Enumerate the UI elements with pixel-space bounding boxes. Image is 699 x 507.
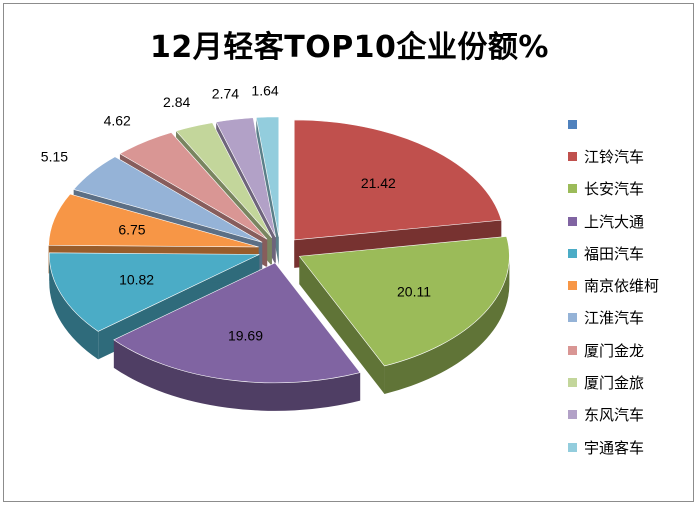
legend-item: 江淮汽车: [568, 302, 698, 334]
slice-side: [384, 256, 510, 394]
legend-swatch: [568, 313, 577, 323]
legend-swatch: [568, 151, 577, 161]
slice-wall: [299, 256, 385, 394]
data-label: 10.82: [119, 271, 154, 287]
legend-label: 江淮汽车: [584, 309, 645, 328]
data-label: 2.84: [163, 94, 190, 110]
legend-label: 南京依维柯: [584, 277, 660, 296]
legend-label: 厦门金龙: [584, 341, 645, 360]
pie-slice: [48, 252, 260, 332]
legend-item: 宇通客车: [568, 431, 698, 463]
legend-item: 厦门金旅: [568, 366, 698, 398]
legend-swatch: [568, 281, 577, 291]
legend-item: 福田汽车: [568, 237, 698, 269]
data-label: 19.69: [228, 327, 263, 343]
legend-item: [568, 108, 698, 140]
pie-slice: [113, 262, 361, 384]
legend-label: 东风汽车: [584, 406, 645, 425]
legend-swatch: [568, 184, 577, 194]
pie-slice: [215, 117, 276, 238]
legend-swatch: [568, 378, 577, 388]
legend-label: 厦门金旅: [584, 374, 645, 393]
legend-label: 福田汽车: [584, 244, 645, 263]
pie-slice: [48, 193, 259, 248]
slice-side: [113, 339, 361, 411]
chart-title: 12月轻客TOP10企业份额%: [149, 30, 549, 65]
data-label: 5.15: [41, 149, 68, 165]
legend-item: 江铃汽车: [568, 140, 698, 172]
data-label: 2.74: [212, 86, 239, 102]
legend-swatch: [568, 216, 577, 226]
slice-side: [49, 252, 99, 360]
pie-slice: [175, 122, 273, 238]
chart-legend: 江铃汽车长安汽车上汽大通福田汽车南京依维柯江淮汽车厦门金龙厦门金旅东风汽车宇通客…: [568, 108, 698, 463]
legend-swatch: [568, 410, 577, 420]
legend-label: 长安汽车: [584, 180, 645, 199]
legend-item: 长安汽车: [568, 173, 698, 205]
data-label: 21.42: [361, 175, 396, 191]
legend-item: 东风汽车: [568, 399, 698, 431]
legend-swatch: [568, 119, 577, 129]
legend-label: 宇通客车: [584, 438, 645, 457]
data-label: 1.64: [251, 83, 278, 99]
legend-label: 上汽大通: [584, 212, 645, 231]
legend-swatch: [568, 248, 577, 258]
legend-item: 南京依维柯: [568, 269, 698, 301]
pie-slice: [293, 119, 502, 241]
legend-item: 厦门金龙: [568, 334, 698, 366]
legend-swatch: [568, 345, 577, 355]
pie-slice: [119, 132, 268, 240]
pie-slice: [255, 116, 280, 237]
legend-label: 江铃汽车: [584, 147, 645, 166]
data-label: 4.62: [104, 113, 131, 129]
data-label: 20.11: [397, 284, 431, 300]
legend-swatch: [568, 442, 577, 452]
pie-slice: [73, 156, 263, 243]
data-label: 6.75: [118, 222, 145, 238]
pie-slice: [298, 236, 510, 367]
legend-item: 上汽大通: [568, 205, 698, 237]
